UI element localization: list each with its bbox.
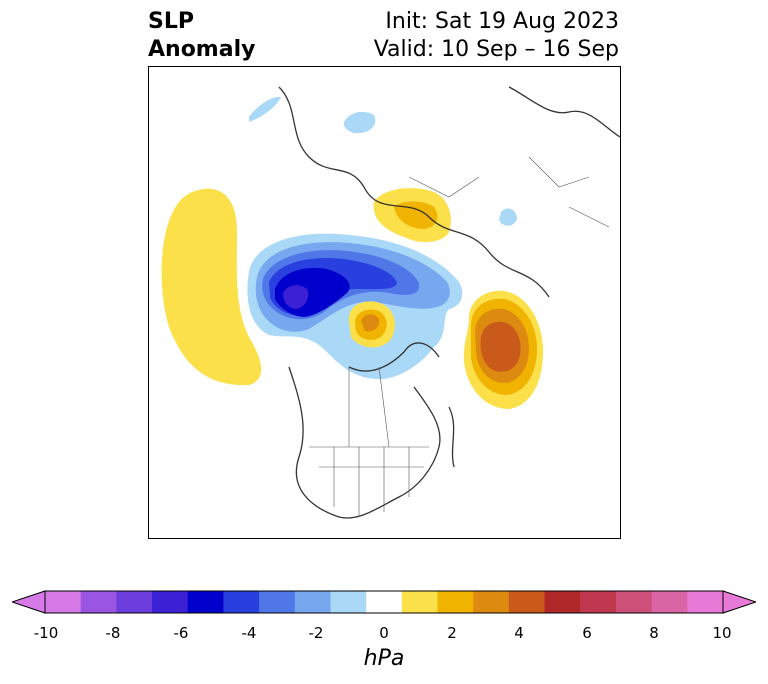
small-negative-anomaly-1	[249, 96, 281, 122]
colorbar-tick-label: 10	[712, 624, 732, 642]
valid-range: Valid: 10 Sep – 16 Sep	[373, 37, 619, 62]
colorbar-tick-label: -4	[241, 624, 257, 642]
arctic-negative-core	[283, 285, 309, 309]
atlantic-positive-core	[480, 321, 521, 372]
colorbar-segment	[187, 591, 224, 613]
colorbar-segment	[508, 591, 546, 613]
east-negative-anomaly	[499, 208, 517, 226]
colorbar-segment	[580, 591, 617, 613]
map-subtitle: Init: Sat 19 Aug 2023 Valid: 10 Sep – 16…	[374, 8, 619, 64]
colorbar-segment	[615, 591, 653, 613]
title-line-1: SLP	[148, 9, 194, 34]
colorbar-segment	[116, 591, 153, 613]
colorbar-segment	[401, 591, 439, 613]
colorbar-segment	[544, 591, 581, 613]
title-line-2: Anomaly	[148, 37, 256, 62]
colorbar-tick-label: 8	[649, 624, 659, 642]
colorbar-segment	[366, 591, 403, 613]
colorbar-segment	[473, 591, 510, 613]
siberia-positive-core	[394, 201, 438, 229]
colorbar-tick-label: -10	[33, 624, 59, 642]
colorbar-segment	[330, 591, 367, 613]
colorbar-segment	[687, 591, 724, 613]
anomaly-map	[161, 86, 620, 519]
colorbar-segment	[80, 591, 117, 613]
coastlines	[278, 86, 620, 519]
colorbar-segment	[651, 591, 688, 613]
small-negative-anomaly-2	[343, 111, 376, 134]
colorbar-tick-label: -8	[105, 624, 121, 642]
colorbar-tick-label: 6	[582, 624, 592, 642]
colorbar-segment	[294, 591, 331, 613]
map-panel	[148, 66, 621, 539]
colorbar-segment	[437, 591, 474, 613]
colorbar-segment	[223, 591, 260, 613]
colorbar-tick-label: 4	[514, 624, 524, 642]
colorbar-tick-label: 2	[447, 624, 457, 642]
colorbar	[12, 590, 756, 614]
colorbar-over-arrow	[722, 590, 756, 614]
colorbar-under-arrow	[12, 590, 46, 614]
political-borders	[309, 156, 610, 517]
pacific-positive-anomaly	[161, 188, 262, 386]
colorbar-segment	[45, 591, 82, 613]
hudson-positive-core	[361, 314, 380, 332]
init-date: Init: Sat 19 Aug 2023	[385, 9, 619, 34]
colorbar-tick-label: -6	[173, 624, 189, 642]
colorbar-unit: hPa	[363, 646, 405, 671]
colorbar-tick-label: -2	[308, 624, 324, 642]
colorbar-segment	[259, 591, 296, 613]
colorbar-segment	[152, 591, 189, 613]
colorbar-tick-label: 0	[379, 624, 389, 642]
colorbar-outline	[44, 590, 724, 614]
map-title: SLP Anomaly	[148, 8, 255, 64]
